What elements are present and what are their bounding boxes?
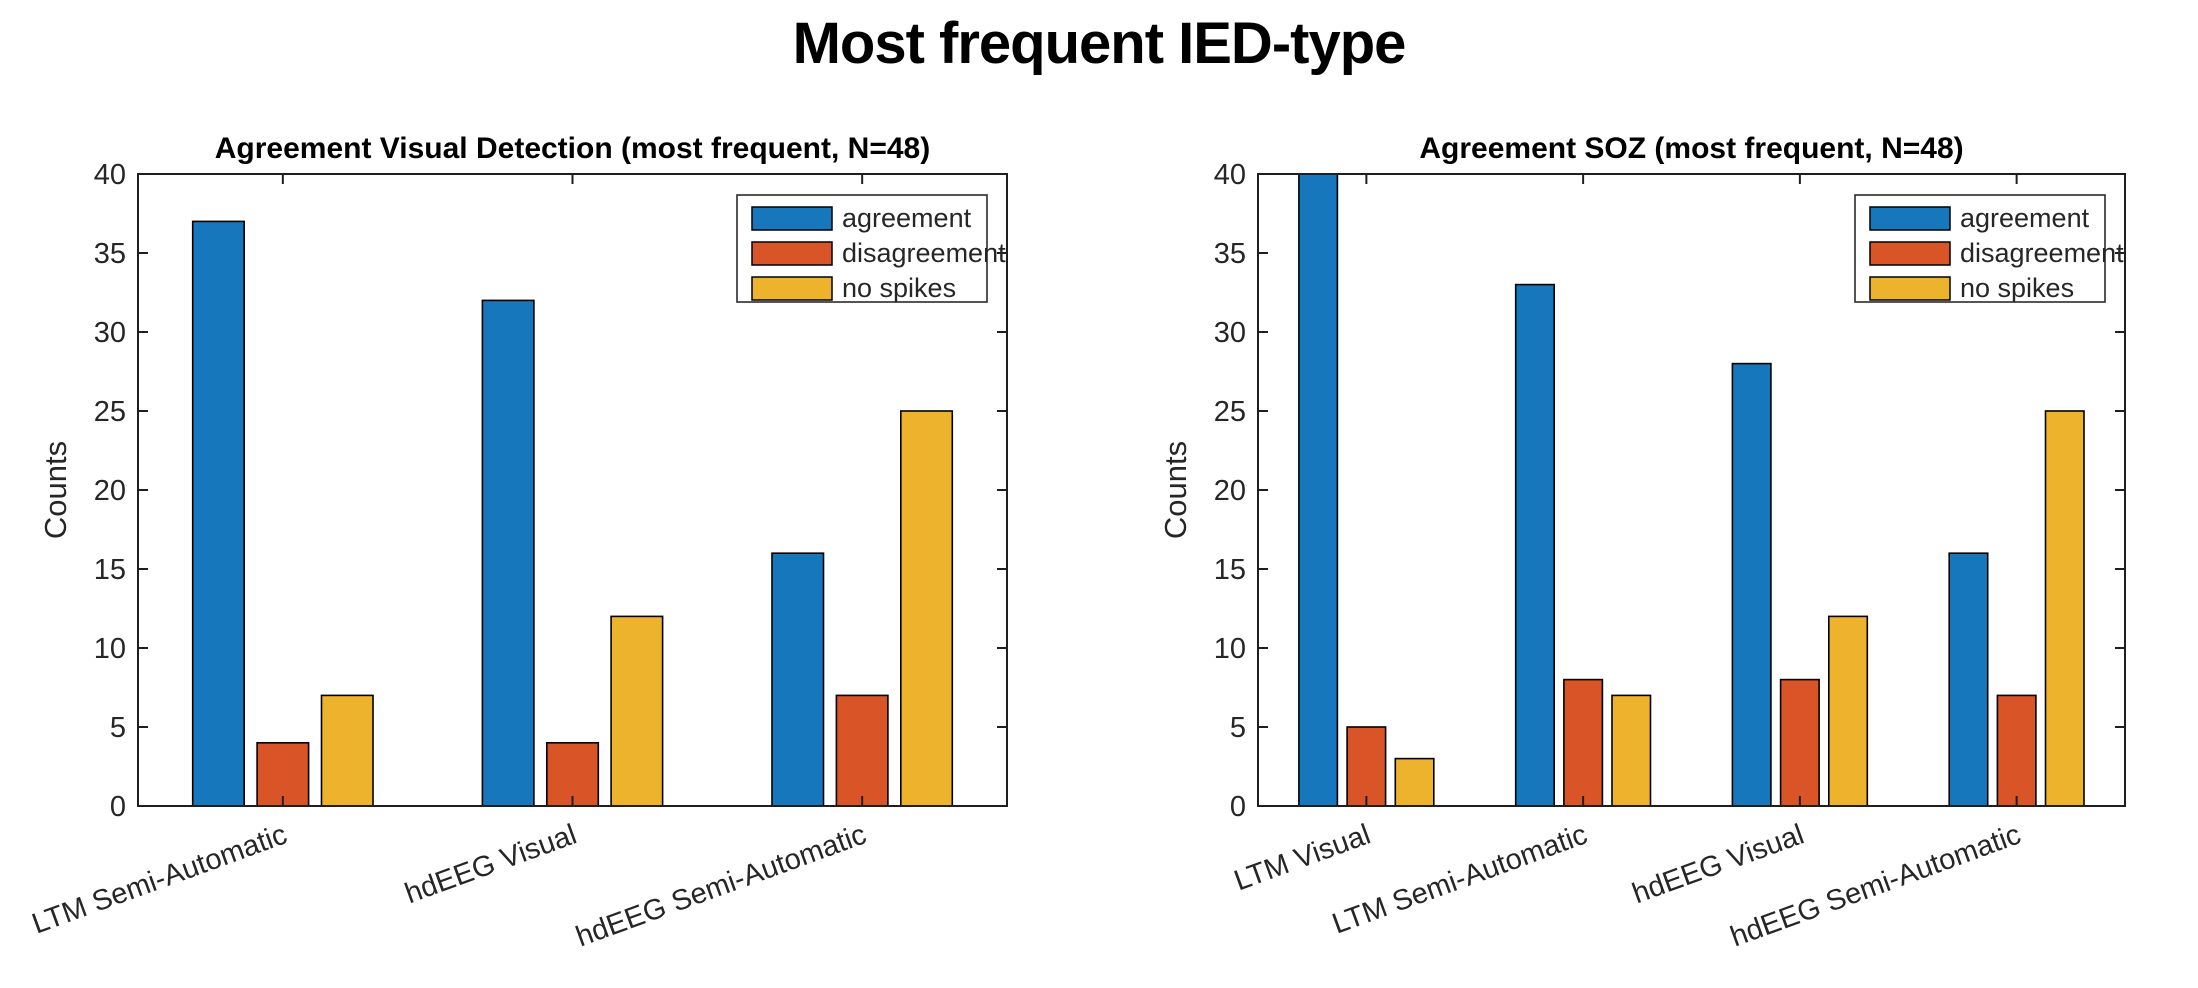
y-tick-label: 0 — [110, 791, 126, 823]
bar-agreement-right — [1731, 362, 1772, 807]
bar-disagreement-right — [1779, 678, 1820, 807]
right-chart-title: Agreement SOZ (most frequent, N=48) — [1419, 132, 1964, 165]
bar-disagreement-left — [835, 694, 889, 807]
left-chart-title: Agreement Visual Detection (most frequen… — [214, 132, 931, 165]
x-tick-label: LTM Visual — [1230, 819, 1375, 898]
legend-swatch-disagreement — [1869, 241, 1951, 266]
y-tick-label: 30 — [94, 317, 126, 349]
y-tick-label: 35 — [94, 238, 126, 270]
legend-swatch-no-spikes — [751, 276, 833, 301]
legend-label: no spikes — [842, 273, 956, 303]
legend-swatch-disagreement — [751, 241, 833, 266]
y-tick-label: 40 — [1214, 159, 1246, 191]
y-tick-label: 20 — [1214, 475, 1246, 507]
bar-disagreement-right — [1563, 678, 1604, 807]
y-tick-label: 25 — [1214, 396, 1246, 428]
legend-swatch-agreement — [1869, 206, 1951, 231]
bar-no-spikes-right — [2044, 410, 2085, 807]
bar-disagreement-right — [1346, 726, 1387, 807]
bar-no-spikes-left — [610, 615, 664, 807]
bar-disagreement-left — [256, 741, 310, 807]
bar-agreement-left — [191, 220, 245, 807]
bar-agreement-right — [1298, 173, 1339, 807]
bar-agreement-right — [1948, 552, 1989, 807]
legend-swatch-no-spikes — [1869, 276, 1951, 301]
bar-no-spikes-left — [320, 694, 374, 807]
y-tick-label: 25 — [94, 396, 126, 428]
y-axis-label-left: Counts — [38, 441, 73, 539]
bar-no-spikes-left — [899, 410, 954, 807]
y-tick-label: 35 — [1214, 238, 1246, 270]
y-tick-label: 40 — [94, 159, 126, 191]
legend-swatch-agreement — [751, 206, 833, 231]
y-tick-label: 30 — [1214, 317, 1246, 349]
y-tick-label: 10 — [1214, 633, 1246, 665]
y-tick-label: 15 — [1214, 554, 1246, 586]
y-tick-label: 20 — [94, 475, 126, 507]
y-tick-label: 5 — [110, 712, 126, 744]
legend-label: disagreement — [842, 238, 1006, 268]
page-title: Most frequent IED-type — [792, 11, 1407, 76]
x-tick-label: hdEEG Visual — [401, 819, 581, 911]
x-tick-label: hdEEG Visual — [1628, 819, 1808, 911]
bar-no-spikes-right — [1828, 615, 1869, 807]
y-axis-label-right: Counts — [1158, 441, 1193, 539]
bar-agreement-left — [481, 299, 535, 807]
bar-agreement-right — [1514, 283, 1555, 807]
y-tick-label: 10 — [94, 633, 126, 665]
x-tick-label: hdEEG Semi-Automatic — [572, 819, 871, 954]
legend-label: agreement — [1960, 203, 2090, 233]
y-tick-label: 15 — [94, 554, 126, 586]
legend-label: disagreement — [1960, 238, 2124, 268]
legend-label: agreement — [842, 203, 972, 233]
bar-agreement-left — [771, 552, 825, 807]
bar-no-spikes-right — [1394, 757, 1435, 807]
y-tick-label: 0 — [1230, 791, 1246, 823]
legend-label: no spikes — [1960, 273, 2074, 303]
y-tick-label: 5 — [1230, 712, 1246, 744]
x-tick-label: LTM Semi-Automatic — [28, 819, 291, 941]
bar-disagreement-right — [1996, 694, 2037, 807]
bar-no-spikes-right — [1611, 694, 1652, 807]
